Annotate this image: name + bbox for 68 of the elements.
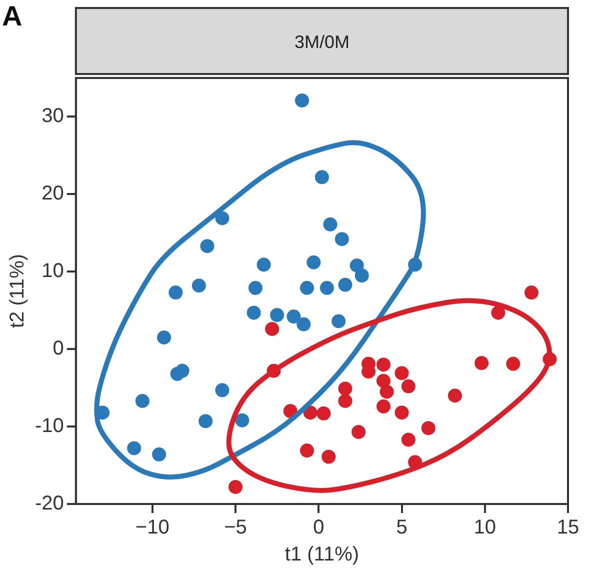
point bbox=[228, 480, 243, 494]
y-axis-title: t2 (11%) bbox=[6, 254, 29, 328]
point bbox=[448, 388, 462, 403]
point bbox=[295, 93, 310, 108]
x-tick-label: 5 bbox=[396, 516, 408, 539]
point bbox=[152, 447, 166, 462]
point bbox=[323, 217, 338, 232]
point bbox=[332, 314, 346, 328]
point bbox=[170, 366, 184, 381]
text: A bbox=[2, 0, 22, 32]
point bbox=[215, 383, 230, 398]
point bbox=[376, 358, 390, 372]
point bbox=[334, 232, 349, 246]
point bbox=[157, 330, 172, 344]
point bbox=[316, 406, 331, 420]
point bbox=[303, 406, 318, 420]
x-tick-label: 10 bbox=[474, 516, 496, 539]
y-tick-label: -20 bbox=[35, 492, 64, 515]
point bbox=[338, 382, 352, 396]
point bbox=[246, 306, 261, 320]
point bbox=[256, 258, 271, 272]
point bbox=[215, 211, 230, 226]
x-tick-label: −10 bbox=[135, 516, 170, 539]
point bbox=[198, 414, 213, 428]
x-tick-label: 15 bbox=[556, 516, 580, 539]
y-tick-label: 30 bbox=[42, 105, 64, 128]
point bbox=[394, 406, 409, 420]
point bbox=[127, 441, 142, 456]
point bbox=[320, 280, 334, 295]
point bbox=[506, 356, 520, 371]
point bbox=[248, 280, 262, 295]
point bbox=[474, 356, 489, 370]
point bbox=[235, 413, 250, 428]
y-tick-label: 20 bbox=[42, 182, 64, 205]
point bbox=[322, 450, 336, 464]
x-axis-title: t1 (11%) bbox=[284, 544, 360, 566]
point bbox=[338, 394, 352, 408]
point bbox=[296, 317, 311, 332]
point bbox=[265, 322, 280, 336]
point bbox=[352, 424, 366, 439]
point bbox=[491, 306, 506, 320]
point bbox=[376, 374, 390, 388]
point bbox=[192, 278, 206, 293]
point bbox=[200, 239, 214, 254]
point bbox=[394, 366, 409, 380]
point bbox=[350, 258, 364, 272]
point bbox=[354, 268, 369, 283]
point bbox=[168, 286, 183, 300]
point bbox=[270, 308, 284, 322]
point bbox=[380, 384, 394, 399]
point bbox=[314, 170, 329, 184]
x-tick-label: 0 bbox=[313, 516, 324, 539]
x-tick-label: −5 bbox=[224, 516, 247, 539]
point bbox=[135, 394, 150, 408]
point bbox=[376, 399, 390, 414]
point bbox=[524, 286, 538, 300]
y-tick-label: -10 bbox=[35, 415, 64, 438]
point bbox=[338, 278, 352, 292]
chart-title: 3M/0M bbox=[294, 32, 350, 52]
point bbox=[401, 432, 416, 447]
y-tick-label: 0 bbox=[52, 338, 64, 360]
y-tick-label: 10 bbox=[42, 260, 64, 282]
point bbox=[401, 379, 416, 394]
point bbox=[421, 421, 436, 436]
point bbox=[286, 310, 301, 324]
point bbox=[306, 255, 321, 270]
point bbox=[300, 444, 314, 458]
point bbox=[300, 280, 314, 295]
